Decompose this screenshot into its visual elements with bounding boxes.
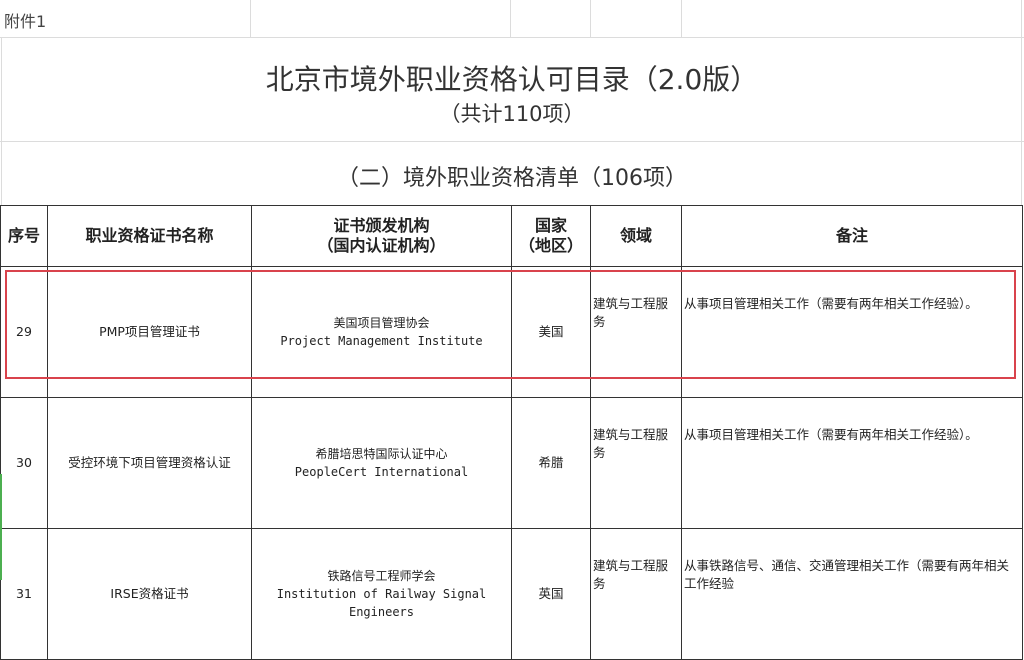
document-subtitle: （共计110项） <box>439 102 585 126</box>
issuer-cn: 美国项目管理协会 <box>333 316 430 330</box>
table-header-row: 序号 职业资格证书名称 证书颁发机构 （国内认证机构） 国家 （地区） 领域 备… <box>0 205 1023 267</box>
issuer-en: Institution of Railway Signal Engineers <box>276 587 487 619</box>
table-row: 30 受控环境下项目管理资格认证 希腊培思特国际认证中心 PeopleCert I… <box>0 397 1023 529</box>
cell-issuer: 美国项目管理协会 Project Management Institute <box>251 266 512 398</box>
cell-country: 英国 <box>511 528 591 660</box>
table-row: 29 PMP项目管理证书 美国项目管理协会 Project Management … <box>0 266 1023 398</box>
header-name: 职业资格证书名称 <box>47 205 252 267</box>
cell-field: 建筑与工程服务 <box>590 266 682 398</box>
cell-no: 31 <box>0 528 48 660</box>
issuer-en: Project Management Institute <box>280 334 483 348</box>
cell-country: 希腊 <box>511 397 591 529</box>
cell-field: 建筑与工程服务 <box>590 397 682 529</box>
cell-no: 29 <box>0 266 48 398</box>
cell-no: 30 <box>0 397 48 529</box>
cell-field: 建筑与工程服务 <box>590 528 682 660</box>
cell-issuer: 铁路信号工程师学会 Institution of Railway Signal E… <box>251 528 512 660</box>
cell-remark: 从事铁路信号、通信、交通管理相关工作（需要有两年相关工作经验 <box>681 528 1023 660</box>
issuer-cn: 铁路信号工程师学会 <box>327 569 436 583</box>
attachment-label: 附件1 <box>4 12 47 31</box>
header-no: 序号 <box>0 205 48 267</box>
cell-remark: 从事项目管理相关工作（需要有两年相关工作经验）。 <box>681 266 1023 398</box>
header-field: 领域 <box>590 205 682 267</box>
spreadsheet-gridlines <box>0 0 1024 205</box>
document-title: 北京市境外职业资格认可目录（2.0版） <box>265 63 759 96</box>
qualification-table: 序号 职业资格证书名称 证书颁发机构 （国内认证机构） 国家 （地区） 领域 备… <box>0 205 1023 660</box>
cell-name: 受控环境下项目管理资格认证 <box>47 397 252 529</box>
issuer-en: PeopleCert International <box>294 465 469 479</box>
cell-remark: 从事项目管理相关工作（需要有两年相关工作经验）。 <box>681 397 1023 529</box>
section-title: （二）境外职业资格清单（106项） <box>337 166 687 191</box>
header-country: 国家 （地区） <box>511 205 591 267</box>
header-issuer: 证书颁发机构 （国内认证机构） <box>251 205 512 267</box>
cell-issuer: 希腊培思特国际认证中心 PeopleCert International <box>251 397 512 529</box>
cell-name: IRSE资格证书 <box>47 528 252 660</box>
selection-edge <box>0 474 2 580</box>
cell-country: 美国 <box>511 266 591 398</box>
issuer-cn: 希腊培思特国际认证中心 <box>315 447 448 461</box>
cell-name: PMP项目管理证书 <box>47 266 252 398</box>
table-row: 31 IRSE资格证书 铁路信号工程师学会 Institution of Rail… <box>0 528 1023 660</box>
header-remark: 备注 <box>681 205 1023 267</box>
